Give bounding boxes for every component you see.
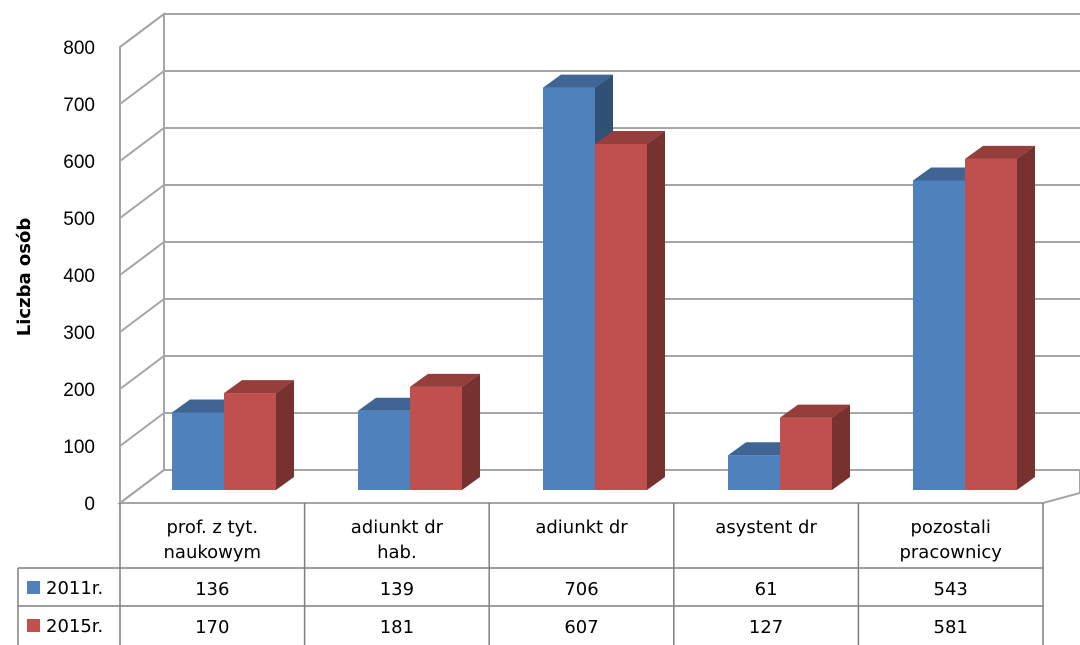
bars: [172, 74, 1035, 491]
bar-side: [1017, 145, 1035, 490]
legend-label: 2011r.: [46, 578, 103, 599]
data-table-value: 61: [755, 579, 778, 600]
bar: [780, 404, 850, 490]
gridline: [119, 13, 1080, 48]
bar-front: [172, 412, 224, 490]
bar-front: [913, 180, 965, 491]
bar-front: [965, 158, 1017, 490]
legend-key-2011: [27, 581, 40, 594]
category-label: asystent dr: [715, 517, 817, 538]
bar: [224, 380, 294, 490]
data-table-value: 543: [934, 579, 968, 600]
y-tick-label: 800: [63, 38, 95, 59]
y-tick-label: 100: [63, 437, 95, 458]
gridline: [119, 241, 1080, 276]
bar-side: [276, 380, 294, 490]
bar-front: [543, 87, 595, 490]
y-tick-label: 400: [63, 266, 95, 287]
bar-top: [965, 145, 1035, 159]
bar-front: [728, 455, 780, 490]
bar-top: [595, 131, 665, 145]
gridline: [119, 412, 1080, 447]
bar-side: [462, 373, 480, 490]
bar-top: [224, 380, 294, 394]
data-table: prof. z tyt. naukowym adiunkt dr hab. adiunk…: [17, 503, 1044, 645]
data-table-value: 139: [380, 579, 414, 600]
y-tick-label: 200: [63, 380, 95, 401]
gridlines: [119, 13, 1080, 504]
bar-top: [543, 74, 613, 88]
bar: [965, 145, 1035, 490]
bar: [595, 131, 665, 490]
gridline: [119, 184, 1080, 219]
legend-key-2015: [27, 619, 40, 632]
gridline: [119, 70, 1080, 105]
bar-front: [595, 144, 647, 490]
category-label: hab.: [377, 542, 417, 563]
bar: [410, 373, 480, 490]
data-table-value: 170: [195, 617, 229, 638]
legend-label: 2015r.: [46, 616, 103, 637]
bar-side: [647, 131, 665, 490]
y-tick-label: 500: [63, 209, 95, 230]
bar-front: [410, 386, 462, 490]
y-axis-label: Liczba osób: [14, 218, 35, 337]
bar-top: [410, 373, 480, 387]
category-label: adiunkt dr: [351, 517, 444, 538]
data-table-value: 136: [195, 579, 229, 600]
y-axis-ticks: 0 100 200 300 400 500 600 700 800: [63, 38, 95, 515]
category-label: adiunkt dr: [535, 517, 628, 538]
data-table-value: 706: [564, 579, 598, 600]
data-table-value: 181: [380, 617, 414, 638]
category-label: pracownicy: [899, 542, 1002, 563]
data-table-value: 581: [934, 617, 968, 638]
y-tick-label: 700: [63, 95, 95, 116]
bar-top: [780, 404, 850, 418]
bar-front: [224, 393, 276, 490]
bar-side: [832, 404, 850, 490]
y-tick-label: 0: [84, 494, 95, 515]
category-label: pozostali: [911, 517, 991, 538]
bar-front: [358, 410, 410, 490]
y-tick-label: 300: [63, 323, 95, 344]
gridline: [119, 298, 1080, 333]
data-table-value: 127: [749, 617, 783, 638]
category-label: naukowym: [164, 542, 262, 563]
category-label: prof. z tyt.: [167, 517, 259, 538]
gridline: [119, 127, 1080, 162]
bar-front: [780, 417, 832, 490]
gridline: [119, 355, 1080, 390]
data-table-value: 607: [564, 617, 598, 638]
y-tick-label: 600: [63, 152, 95, 173]
